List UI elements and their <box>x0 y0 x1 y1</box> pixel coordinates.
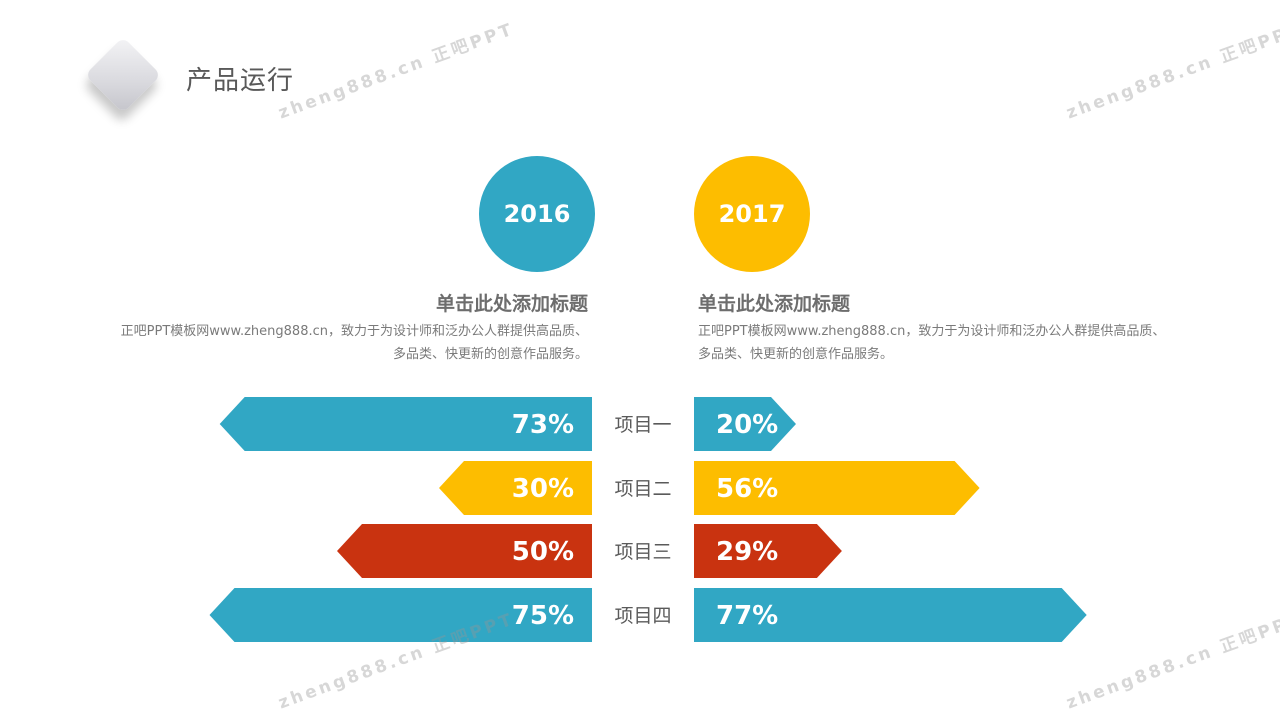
bar-label-2017-4: 77% <box>716 601 778 631</box>
year-2017-circle: 2017 <box>694 156 810 272</box>
right-description: 正吧PPT模板网www.zheng888.cn，致力于为设计师和泛办公人群提供高… <box>698 324 1166 362</box>
category-label-2: 项目二 <box>614 478 671 500</box>
bar-label-2017-3: 29% <box>716 537 778 567</box>
left-description: 正吧PPT模板网www.zheng888.cn，致力于为设计师和泛办公人群提供高… <box>120 324 588 362</box>
bar-label-2016-3: 50% <box>512 537 574 567</box>
right-heading: 单击此处添加标题 <box>698 293 851 315</box>
bar-label-2016-1: 73% <box>512 410 574 440</box>
year-2016-circle: 2016 <box>479 156 595 272</box>
bar-2017-1 <box>694 397 796 451</box>
bar-label-2017-2: 56% <box>716 474 778 504</box>
bar-label-2016-2: 30% <box>512 474 574 504</box>
page-title: 产品运行 <box>186 66 295 96</box>
bar-2016-1 <box>219 397 592 451</box>
category-label-4: 项目四 <box>614 605 671 627</box>
bar-label-2017-1: 20% <box>716 410 778 440</box>
bar-2017-4 <box>694 588 1087 642</box>
left-heading: 单击此处添加标题 <box>435 293 588 315</box>
category-label-3: 项目三 <box>614 541 671 563</box>
category-label-1: 项目一 <box>614 414 671 436</box>
bar-2017-2 <box>694 461 980 515</box>
bar-2017-3 <box>694 524 842 578</box>
bar-2016-2 <box>439 461 592 515</box>
bar-label-2016-4: 75% <box>512 601 574 631</box>
bar-2016-3 <box>337 524 592 578</box>
bar-2016-4 <box>209 588 592 642</box>
